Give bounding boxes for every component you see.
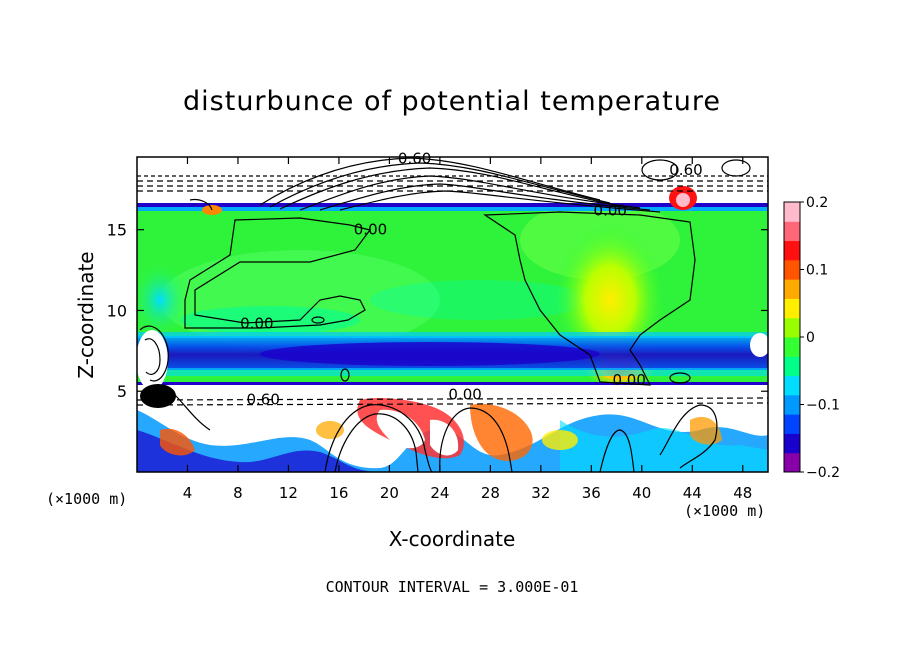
colorbar-swatch: [784, 375, 800, 396]
colorbar-swatch: [784, 337, 800, 357]
colorbar-swatch: [784, 221, 800, 242]
contour-label: 0.00: [594, 201, 627, 219]
contour-interval-note: CONTOUR INTERVAL = 3.000E-01: [325, 578, 579, 596]
chart-title: disturbunce of potential temperature: [183, 86, 721, 117]
contour-label: 0.60: [669, 161, 702, 179]
x-unit-label-right: (×1000 m): [684, 502, 766, 520]
colorbar-tick-label: −0.1: [806, 398, 840, 414]
x-unit-label-left: (×1000 m): [46, 490, 128, 508]
x-axis-label: X-coordinate: [388, 527, 516, 551]
heatmap-field: [137, 157, 768, 472]
contour-label: 0.00: [240, 314, 273, 332]
colorbar-swatch: [784, 202, 800, 222]
x-tick-label: 20: [380, 484, 399, 502]
contour-label: 0.60: [246, 390, 279, 408]
colorbar: 0.2 0.1 0 −0.1 −0.2: [783, 195, 840, 481]
colorbar-swatch: [784, 356, 800, 377]
colorbar-swatch: [784, 414, 800, 434]
y-tick-label: 5: [117, 382, 127, 401]
x-tick-label: 36: [582, 484, 601, 502]
x-tick-label: 40: [632, 484, 651, 502]
contour-labels: 0.00 0.00 0.00 0.00 0.00 0.60 0.60 0.60: [240, 150, 702, 409]
x-tick-label: 44: [683, 484, 702, 502]
x-tick-label: 32: [531, 484, 550, 502]
colorbar-swatch: [784, 317, 800, 338]
colorbar-tick-label: 0.2: [806, 195, 828, 211]
contour-label: 0.00: [612, 371, 645, 389]
plot-frame: [136, 156, 769, 473]
x-axis: 4 8 12 16 20 24 28 32 36 40 44 48: [183, 157, 752, 502]
y-axis-label: Z-coordinate: [74, 251, 98, 379]
y-tick-label: 15: [107, 221, 127, 240]
contour-dashed-lower: [137, 397, 768, 401]
contour-lines: [137, 157, 768, 472]
colorbar-swatch: [784, 259, 800, 280]
colorbar-swatch: [784, 394, 800, 415]
x-tick-label: 4: [183, 484, 193, 502]
contour-label: 0.00: [354, 221, 387, 239]
x-tick-label: 48: [733, 484, 752, 502]
contour-zero-right: [483, 211, 696, 386]
contour-label: 0.00: [448, 385, 481, 403]
colorbar-swatch: [784, 298, 800, 319]
colorbar-swatch: [784, 452, 800, 473]
colorbar-swatch: [784, 279, 800, 299]
x-tick-label: 16: [329, 484, 348, 502]
colorbar-tick-label: −0.2: [806, 465, 840, 481]
y-axis: 5 10 15: [107, 221, 768, 401]
contour-label: 0.60: [398, 150, 431, 168]
contour-zero-left: [184, 217, 372, 329]
colorbar-tick-label: 0: [806, 330, 815, 346]
x-tick-label: 12: [279, 484, 298, 502]
x-tick-label: 8: [233, 484, 243, 502]
colorbar-swatch: [784, 433, 800, 454]
x-tick-label: 28: [481, 484, 500, 502]
x-tick-label: 24: [430, 484, 449, 502]
colorbar-tick-label: 0.1: [806, 263, 828, 279]
y-tick-label: 10: [107, 301, 127, 320]
colorbar-swatch: [784, 240, 800, 261]
